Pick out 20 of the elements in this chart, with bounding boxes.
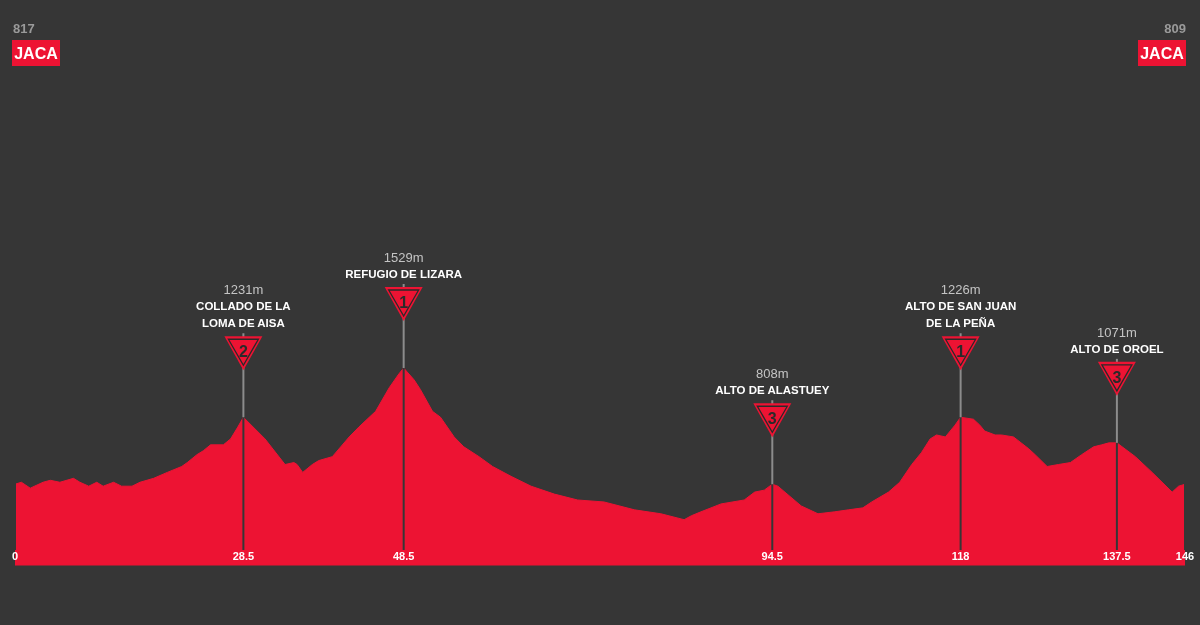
text: JACA — [14, 45, 59, 62]
annotation: 1226m ALTO DE SAN JUAN DE LA PEÑA — [904, 282, 1017, 330]
x-tick-label: 118 — [951, 550, 970, 562]
x-tick-label: 28.5 — [232, 550, 255, 562]
text: 817 — [13, 21, 35, 36]
annotation: 1529m REFUGIO DE LIZARA — [345, 250, 463, 280]
x-tick-label: 146 — [1175, 550, 1195, 562]
annotation: 1071m ALTO DE OROEL — [1070, 324, 1164, 355]
annotation: 1 — [399, 294, 409, 311]
x-tick-label: 48.5 — [392, 550, 415, 562]
x-tick-label: 137.5 — [1103, 550, 1131, 562]
x-tick-label: 94.5 — [761, 550, 784, 562]
annotation: 3 — [1112, 368, 1122, 386]
text: 809 — [1164, 21, 1186, 36]
annotation: 808m ALTO DE ALASTUEY — [715, 366, 830, 397]
annotation: 1 — [956, 343, 966, 361]
annotation: 3 — [767, 410, 777, 428]
annotation: 1231m COLLADO DE LA LOMA DE AISA — [196, 282, 291, 330]
text: JACA — [1140, 45, 1185, 62]
x-tick-label: 0 — [11, 550, 19, 562]
